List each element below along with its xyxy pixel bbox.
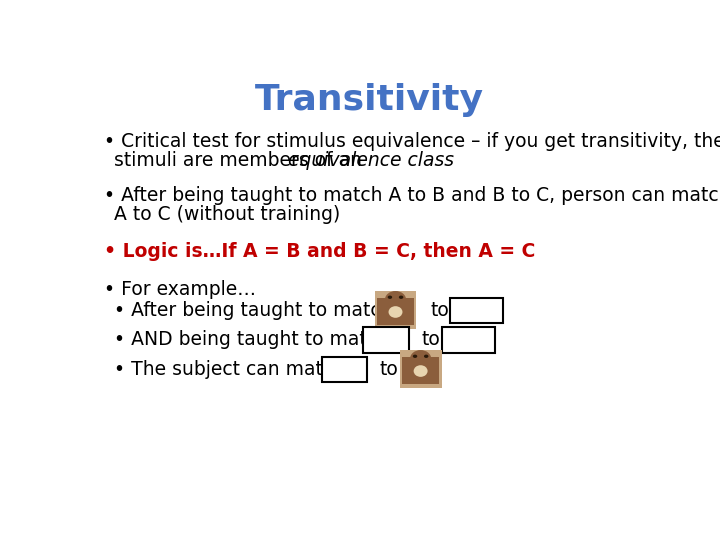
Text: equivalence class: equivalence class xyxy=(288,151,454,170)
FancyBboxPatch shape xyxy=(322,357,367,382)
Text: • The subject can match: • The subject can match xyxy=(114,360,345,379)
Ellipse shape xyxy=(413,365,428,377)
Ellipse shape xyxy=(389,306,402,318)
Circle shape xyxy=(424,355,428,358)
Bar xyxy=(377,298,414,325)
Text: A to C (without training): A to C (without training) xyxy=(114,205,341,224)
Text: stimuli are members of an: stimuli are members of an xyxy=(114,151,368,170)
Text: dog: dog xyxy=(369,330,404,349)
Text: DOG: DOG xyxy=(454,301,498,320)
Bar xyxy=(402,357,438,384)
Text: DOG: DOG xyxy=(446,330,490,349)
Text: • After being taught to match: • After being taught to match xyxy=(114,301,392,320)
Text: • AND being taught to match: • AND being taught to match xyxy=(114,330,389,349)
Ellipse shape xyxy=(410,350,431,368)
Text: • Critical test for stimulus equivalence – if you get transitivity, the: • Critical test for stimulus equivalence… xyxy=(104,132,720,151)
Text: Transitivity: Transitivity xyxy=(254,83,484,117)
Circle shape xyxy=(387,295,392,299)
Bar xyxy=(374,292,416,329)
Circle shape xyxy=(413,355,418,358)
Text: • For example…: • For example… xyxy=(104,280,256,299)
Text: • Logic is…If A = B and B = C, then A = C: • Logic is…If A = B and B = C, then A = … xyxy=(104,241,536,261)
Circle shape xyxy=(399,295,403,299)
FancyBboxPatch shape xyxy=(441,327,495,353)
Text: • After being taught to match A to B and B to C, person can match: • After being taught to match A to B and… xyxy=(104,186,720,205)
Text: to: to xyxy=(379,360,398,379)
Bar xyxy=(400,350,441,388)
FancyBboxPatch shape xyxy=(364,327,409,353)
Text: to: to xyxy=(431,301,449,320)
Ellipse shape xyxy=(385,291,406,308)
Text: dog: dog xyxy=(327,360,362,379)
Text: to: to xyxy=(421,330,440,349)
FancyBboxPatch shape xyxy=(450,298,503,323)
